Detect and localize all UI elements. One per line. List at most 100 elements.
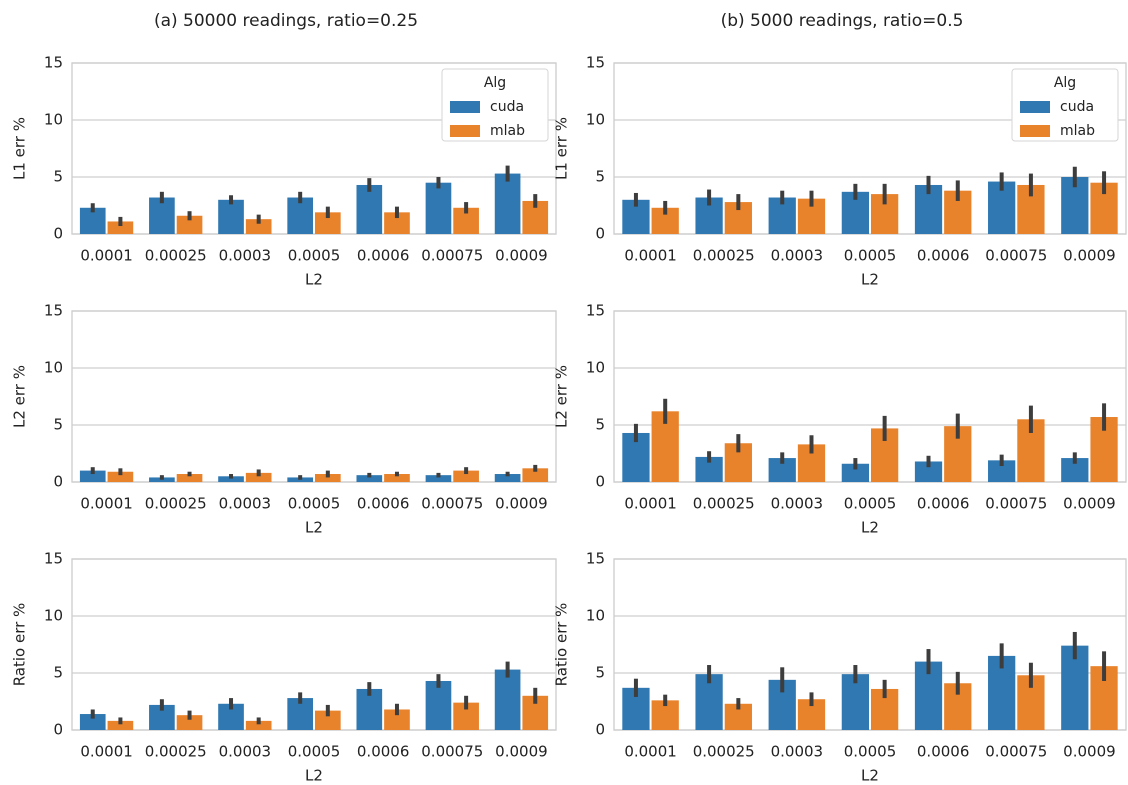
legend-label: mlab <box>1060 123 1095 139</box>
bar <box>841 463 869 482</box>
bar <box>425 475 452 482</box>
bar <box>176 715 203 730</box>
x-tick-label: 0.0009 <box>1063 247 1116 265</box>
bar <box>245 472 272 482</box>
y-tick-label: 15 <box>586 302 605 320</box>
bar <box>218 199 244 234</box>
axes-frame <box>71 62 557 235</box>
y-axis-label: L2 err % <box>11 365 29 428</box>
x-tick-label: 0.00025 <box>145 495 207 513</box>
y-tick-label: 10 <box>44 607 63 625</box>
x-tick-label: 0.0003 <box>771 743 824 761</box>
x-tick-label: 0.00075 <box>985 743 1047 761</box>
y-tick-label: 10 <box>44 111 63 129</box>
bar <box>425 680 452 730</box>
bar <box>149 197 175 234</box>
y-tick-label: 0 <box>595 721 605 739</box>
y-tick-label: 5 <box>595 416 605 434</box>
bar <box>522 468 549 482</box>
bar <box>494 474 521 482</box>
bar <box>79 470 106 482</box>
bar <box>494 669 521 730</box>
bar <box>218 476 244 482</box>
y-tick-label: 15 <box>44 54 63 72</box>
bar <box>841 674 869 730</box>
bar <box>384 474 410 482</box>
x-tick-label: 0.0001 <box>80 495 133 513</box>
x-axis-label: L2 <box>861 271 879 289</box>
bar <box>356 688 383 730</box>
x-tick-label: 0.0005 <box>288 495 341 513</box>
axes-frame <box>71 310 557 483</box>
x-tick-label: 0.00075 <box>421 743 483 761</box>
bar <box>356 184 383 234</box>
bar <box>384 212 410 234</box>
y-tick-label: 10 <box>586 111 605 129</box>
y-tick-label: 5 <box>595 664 605 682</box>
bar <box>768 458 796 482</box>
bar <box>315 212 341 234</box>
axes-frame <box>613 310 1127 483</box>
legend-swatch <box>1020 101 1050 113</box>
x-tick-label: 0.0006 <box>357 495 410 513</box>
y-tick-label: 0 <box>595 225 605 243</box>
legend-label: cuda <box>1060 99 1094 115</box>
y-tick-label: 5 <box>53 416 63 434</box>
x-tick-label: 0.0009 <box>1063 743 1116 761</box>
axes-frame <box>613 558 1127 731</box>
y-axis-label: Ratio err % <box>553 603 571 687</box>
x-tick-label: 0.0005 <box>288 743 341 761</box>
y-tick-label: 0 <box>53 225 63 243</box>
bar <box>1061 458 1089 482</box>
bar <box>245 219 272 234</box>
x-tick-label: 0.0006 <box>917 743 970 761</box>
bar <box>988 460 1016 482</box>
y-axis-label: L2 err % <box>553 365 571 428</box>
bar <box>176 215 203 234</box>
y-axis-label: L1 err % <box>11 117 29 180</box>
legend-swatch <box>450 101 480 113</box>
y-tick-label: 0 <box>595 473 605 491</box>
x-tick-label: 0.0009 <box>495 495 548 513</box>
bar <box>315 710 341 730</box>
bar <box>79 714 106 730</box>
chart-title: (b) 5000 readings, ratio=0.5 <box>721 11 964 31</box>
x-tick-label: 0.0009 <box>495 743 548 761</box>
x-axis-label: L2 <box>861 519 879 537</box>
bar <box>695 674 723 730</box>
x-tick-label: 0.0001 <box>624 495 677 513</box>
x-tick-label: 0.0005 <box>288 247 341 265</box>
x-tick-label: 0.0005 <box>844 495 897 513</box>
x-axis-label: L2 <box>305 271 323 289</box>
y-tick-label: 15 <box>44 302 63 320</box>
x-tick-label: 0.00075 <box>985 495 1047 513</box>
bar <box>453 470 479 482</box>
legend-title: Alg <box>484 75 506 91</box>
x-tick-label: 0.00025 <box>145 743 207 761</box>
bar <box>287 197 313 234</box>
y-tick-label: 10 <box>586 359 605 377</box>
legend-swatch <box>450 125 480 137</box>
x-tick-label: 0.0005 <box>844 247 897 265</box>
bar <box>107 221 134 234</box>
y-axis-label: L1 err % <box>553 117 571 180</box>
x-tick-label: 0.0005 <box>844 743 897 761</box>
y-tick-label: 0 <box>53 473 63 491</box>
x-tick-label: 0.0003 <box>219 247 272 265</box>
x-tick-label: 0.0006 <box>917 247 970 265</box>
y-tick-label: 5 <box>53 168 63 186</box>
bar <box>1061 645 1089 730</box>
y-tick-label: 15 <box>586 54 605 72</box>
y-tick-label: 15 <box>586 550 605 568</box>
axes-frame <box>71 558 557 731</box>
x-tick-label: 0.0009 <box>495 247 548 265</box>
x-tick-label: 0.0001 <box>80 743 133 761</box>
x-tick-label: 0.00075 <box>985 247 1047 265</box>
y-axis-label: Ratio err % <box>11 603 29 687</box>
y-tick-label: 0 <box>53 721 63 739</box>
y-tick-label: 5 <box>595 168 605 186</box>
x-tick-label: 0.0001 <box>80 247 133 265</box>
x-tick-label: 0.0001 <box>624 247 677 265</box>
bar <box>107 471 134 482</box>
x-tick-label: 0.00075 <box>421 247 483 265</box>
